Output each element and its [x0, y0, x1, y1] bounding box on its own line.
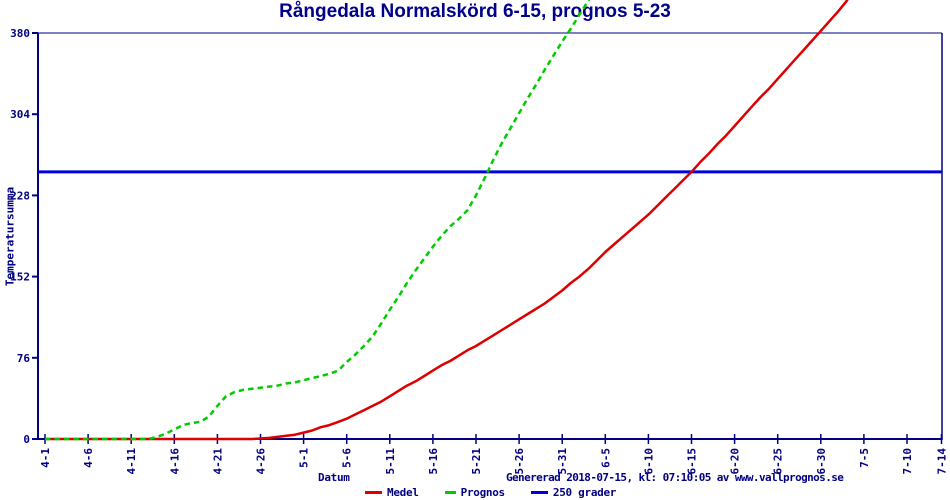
x-tick-label: 5-1 [298, 448, 311, 468]
series-line-prognos [45, 0, 591, 441]
x-tick-label: 4-1 [39, 448, 52, 468]
legend-label-medel: Medel [387, 485, 419, 499]
x-tick-label: 7-5 [858, 448, 871, 468]
x-tick-label: 7-14 [935, 448, 948, 475]
prognos-line-swatch [444, 490, 456, 494]
series-line-medel [45, 0, 849, 441]
legend-label-250-grader: 250 grader [552, 485, 617, 499]
x-axis-label: Datum [318, 471, 350, 484]
x-tick-label: 4-26 [255, 448, 268, 475]
legend-label-prognos: Prognos [460, 485, 506, 499]
x-tick-label: 6-25 [772, 448, 785, 475]
x-tick-label: 5-16 [427, 448, 440, 475]
chart-title: Rångedala Normalskörd 6-15, prognos 5-23 [279, 1, 671, 22]
chart-legend: Medel Prognos 250 grader [365, 485, 617, 499]
x-tick-label: 5-31 [556, 448, 569, 475]
legend-item-250-grader: 250 grader [530, 485, 617, 499]
x-tick-label: 6-5 [599, 448, 612, 468]
y-tick-label: 152 [10, 271, 30, 284]
y-tick-label: 380 [10, 27, 30, 40]
x-tick-label: 7-10 [901, 448, 914, 475]
y-tick-label: 76 [17, 352, 31, 365]
x-tick-label: 4-11 [125, 448, 138, 475]
y-tick-label: 228 [10, 189, 30, 202]
x-tick-label: 5-11 [384, 448, 397, 475]
x-tick-label: 6-30 [815, 448, 828, 475]
x-tick-label: 6-15 [686, 448, 699, 475]
legend-item-prognos: Prognos [444, 485, 506, 499]
y-tick-label: 0 [23, 433, 30, 446]
legend-item-medel: Medel [365, 486, 419, 499]
generated-timestamp-text: Genererad 2018-07-15, kl: 07:10:05 av ww… [506, 471, 844, 484]
footer-row: Datum Genererad 2018-07-15, kl: 07:10:05… [0, 471, 950, 485]
x-tick-label: 5-6 [341, 448, 354, 468]
x-tick-label: 6-20 [729, 448, 742, 475]
y-tick-label: 304 [10, 108, 30, 121]
medel-line-swatch [365, 490, 382, 494]
x-tick-label: 4-21 [211, 448, 224, 475]
x-tick-label: 4-16 [168, 448, 181, 475]
grader-line-swatch [530, 490, 548, 494]
x-tick-label: 5-21 [470, 448, 483, 475]
x-tick-label: 4-6 [82, 448, 95, 468]
x-tick-label: 5-26 [513, 448, 526, 475]
x-tick-label: 6-10 [642, 448, 655, 475]
